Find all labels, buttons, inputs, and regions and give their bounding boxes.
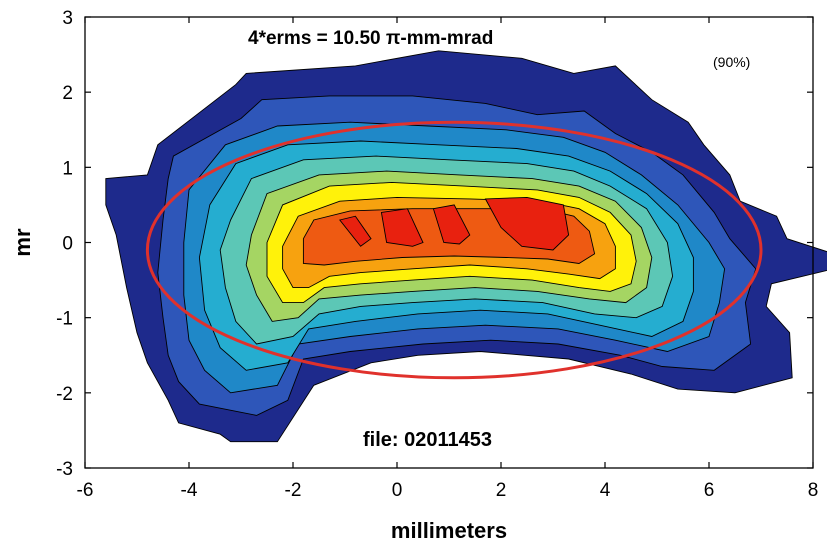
contour-level-10-region-1 xyxy=(339,215,372,247)
x-tick-label: 4 xyxy=(600,480,611,501)
y-tick-label: 0 xyxy=(62,234,73,255)
rms-ellipse xyxy=(145,120,763,380)
percent-annotation: (90%) xyxy=(713,54,750,70)
x-tick-label: -2 xyxy=(285,480,302,501)
y-tick-label: -2 xyxy=(56,384,73,405)
x-tick-label: 6 xyxy=(704,480,715,501)
y-axis-ticks: -3 -2 -1 0 1 2 3 xyxy=(56,8,813,480)
x-tick-label: 2 xyxy=(496,480,507,501)
contour-level-10-region-3 xyxy=(432,204,471,245)
x-tick-label: 8 xyxy=(808,480,819,501)
y-tick-label: 1 xyxy=(62,158,73,179)
y-tick-label: 2 xyxy=(62,83,73,104)
emittance-annotation: 4*erms = 10.50 π-mm-mrad xyxy=(248,28,493,49)
file-annotation: file: 02011453 xyxy=(363,429,492,451)
x-tick-label: -6 xyxy=(77,480,94,501)
y-axis-title: mr xyxy=(10,228,35,257)
x-axis-ticks: -6 -4 -2 0 2 4 6 8 xyxy=(77,17,819,501)
contour-level-10-region-2 xyxy=(380,208,424,247)
contour-fill-layer xyxy=(105,50,827,443)
x-tick-label: -4 xyxy=(181,480,198,501)
x-axis-title: millimeters xyxy=(391,518,507,543)
y-tick-label: 3 xyxy=(62,8,73,29)
x-tick-label: 0 xyxy=(392,480,403,501)
y-tick-label: -1 xyxy=(56,309,73,330)
y-tick-label: -3 xyxy=(56,459,73,480)
contour-level-10-region-4 xyxy=(484,196,570,251)
